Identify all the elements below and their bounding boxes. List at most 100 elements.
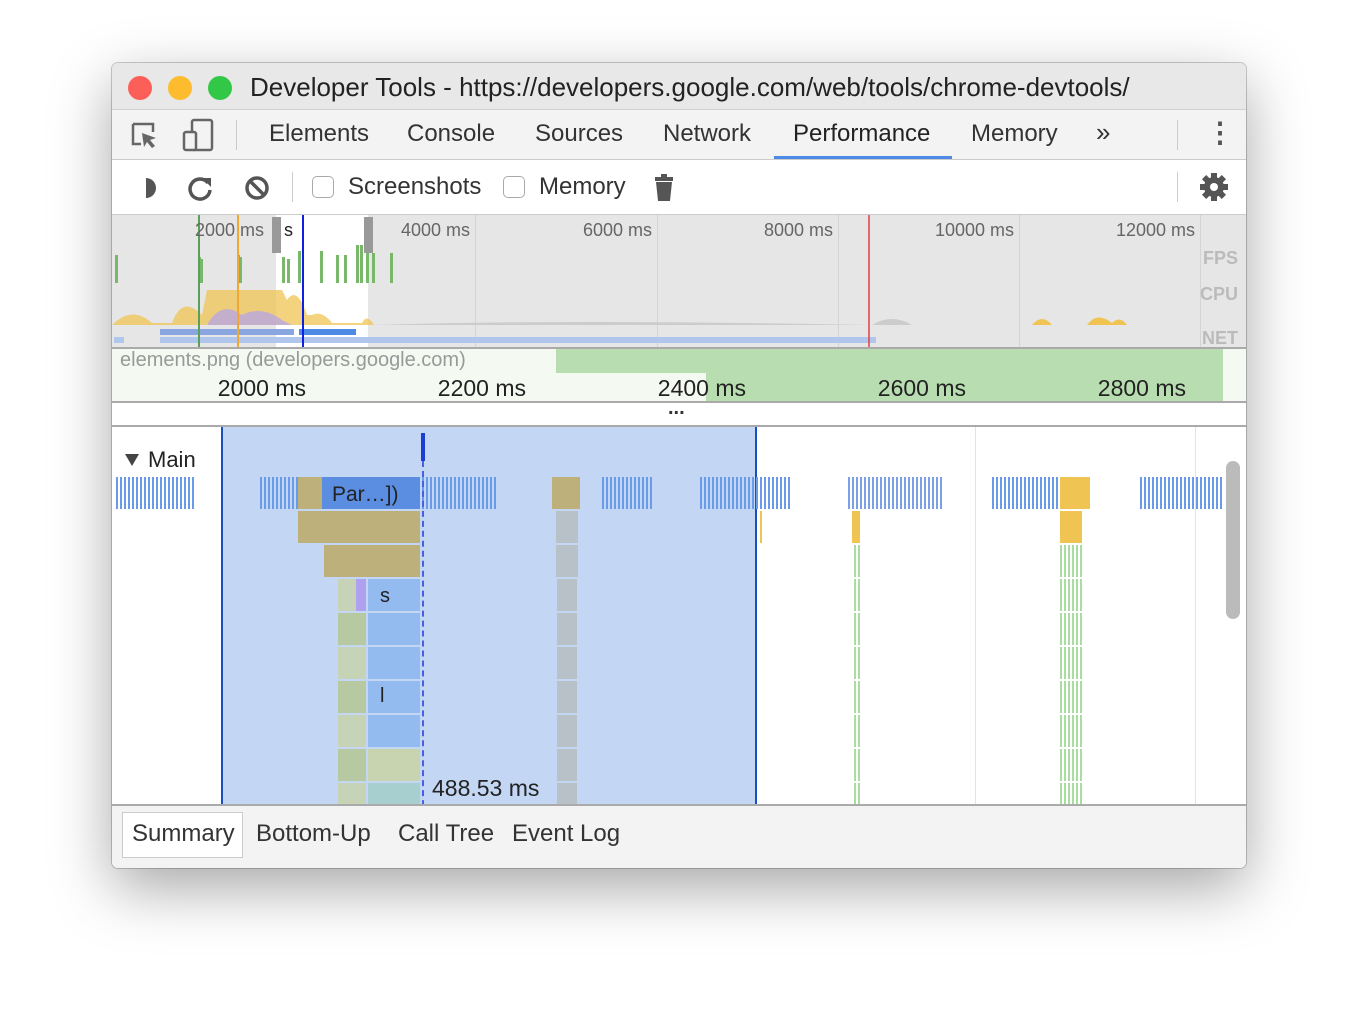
flame-event[interactable] xyxy=(1192,477,1194,509)
flame-event[interactable] xyxy=(556,511,578,543)
flame-event[interactable] xyxy=(1152,477,1154,509)
flame-event[interactable] xyxy=(740,477,742,509)
device-toolbar-icon[interactable] xyxy=(182,118,216,152)
flame-event[interactable] xyxy=(454,477,456,509)
flame-event[interactable] xyxy=(872,477,874,509)
flame-event[interactable] xyxy=(116,477,118,509)
flame-event[interactable] xyxy=(1212,477,1214,509)
flame-event[interactable] xyxy=(458,477,460,509)
flame-event[interactable] xyxy=(1060,613,1062,645)
flame-event[interactable] xyxy=(1064,715,1066,747)
flame-event[interactable] xyxy=(780,477,782,509)
close-window-button[interactable] xyxy=(128,76,152,100)
flame-event[interactable] xyxy=(368,613,420,645)
flame-event[interactable] xyxy=(1060,545,1062,577)
flame-event[interactable] xyxy=(1060,511,1082,543)
flame-event[interactable] xyxy=(368,715,420,747)
flame-event[interactable] xyxy=(1060,715,1062,747)
flame-event[interactable] xyxy=(858,579,860,611)
tab-memory[interactable]: Memory xyxy=(971,120,1058,147)
flame-event[interactable] xyxy=(700,477,702,509)
tab-bottom-up[interactable]: Bottom-Up xyxy=(256,820,371,847)
flame-event[interactable] xyxy=(892,477,894,509)
flame-event[interactable] xyxy=(1076,749,1078,781)
flame-event[interactable] xyxy=(470,477,472,509)
flame-event[interactable] xyxy=(1072,681,1074,713)
flame-event[interactable] xyxy=(848,477,850,509)
flame-event[interactable] xyxy=(557,715,577,747)
flame-event[interactable] xyxy=(192,477,194,509)
flame-event[interactable] xyxy=(646,477,648,509)
flame-event[interactable] xyxy=(924,477,926,509)
flame-event[interactable] xyxy=(760,477,762,509)
flame-event[interactable] xyxy=(1068,749,1070,781)
flame-event[interactable] xyxy=(1148,477,1150,509)
flame-event[interactable] xyxy=(1072,579,1074,611)
flame-event[interactable] xyxy=(1068,783,1070,804)
record-icon[interactable] xyxy=(142,176,158,200)
flame-event[interactable] xyxy=(748,477,750,509)
flame-event[interactable] xyxy=(284,477,286,509)
flame-event[interactable] xyxy=(1220,477,1222,509)
flame-event[interactable] xyxy=(1064,681,1066,713)
flame-event[interactable] xyxy=(368,783,420,804)
flame-event[interactable] xyxy=(940,477,942,509)
collapse-triangle-icon[interactable] xyxy=(124,453,140,467)
flame-event[interactable] xyxy=(854,647,856,679)
flame-event[interactable] xyxy=(338,783,366,804)
flame-event[interactable] xyxy=(1200,477,1202,509)
flame-event[interactable] xyxy=(1060,647,1062,679)
flame-event[interactable] xyxy=(854,749,856,781)
flame-event[interactable] xyxy=(450,477,452,509)
screenshots-checkbox[interactable] xyxy=(312,176,334,198)
flame-event[interactable] xyxy=(708,477,710,509)
main-track-label[interactable]: Main xyxy=(148,447,196,472)
flame-event[interactable] xyxy=(434,477,436,509)
flame-event[interactable] xyxy=(884,477,886,509)
flame-event[interactable] xyxy=(904,477,906,509)
flame-event[interactable] xyxy=(1064,613,1066,645)
flame-event[interactable] xyxy=(1072,749,1074,781)
flame-event[interactable] xyxy=(152,477,154,509)
flame-event[interactable] xyxy=(1008,477,1010,509)
flame-event[interactable] xyxy=(1064,783,1066,804)
flame-event[interactable] xyxy=(1076,783,1078,804)
tab-call-tree[interactable]: Call Tree xyxy=(398,820,495,847)
flame-event[interactable] xyxy=(474,477,476,509)
flame-event[interactable] xyxy=(1204,477,1206,509)
flame-event[interactable] xyxy=(188,477,190,509)
settings-gear-icon[interactable] xyxy=(1199,172,1229,202)
flame-event[interactable] xyxy=(466,477,468,509)
flame-event[interactable] xyxy=(1064,647,1066,679)
flame-event[interactable] xyxy=(438,477,440,509)
flame-event[interactable] xyxy=(854,579,856,611)
flame-event[interactable] xyxy=(642,477,644,509)
flame-event[interactable] xyxy=(338,613,366,645)
flame-event[interactable] xyxy=(1140,477,1142,509)
flame-event[interactable] xyxy=(760,511,762,543)
flame-event[interactable] xyxy=(490,477,492,509)
flame-event[interactable] xyxy=(462,477,464,509)
flame-event[interactable] xyxy=(557,647,577,679)
flame-event[interactable] xyxy=(1188,477,1190,509)
flame-event[interactable] xyxy=(184,477,186,509)
flame-event[interactable] xyxy=(720,477,722,509)
flame-event[interactable] xyxy=(272,477,274,509)
flame-event[interactable] xyxy=(1052,477,1054,509)
flame-event[interactable] xyxy=(268,477,270,509)
flame-event[interactable] xyxy=(768,477,770,509)
flame-event[interactable] xyxy=(144,477,146,509)
flame-event[interactable] xyxy=(858,749,860,781)
flame-event[interactable] xyxy=(724,477,726,509)
flame-event[interactable] xyxy=(430,477,432,509)
flame-event[interactable] xyxy=(1000,477,1002,509)
flame-event[interactable] xyxy=(426,477,428,509)
flame-event[interactable] xyxy=(557,579,577,611)
flame-event[interactable] xyxy=(482,477,484,509)
flame-event[interactable] xyxy=(1064,749,1066,781)
flame-event[interactable] xyxy=(854,783,856,804)
flame-event[interactable] xyxy=(1072,545,1074,577)
flame-event[interactable] xyxy=(1060,579,1062,611)
flame-event[interactable] xyxy=(1068,647,1070,679)
flame-event[interactable] xyxy=(1068,579,1070,611)
